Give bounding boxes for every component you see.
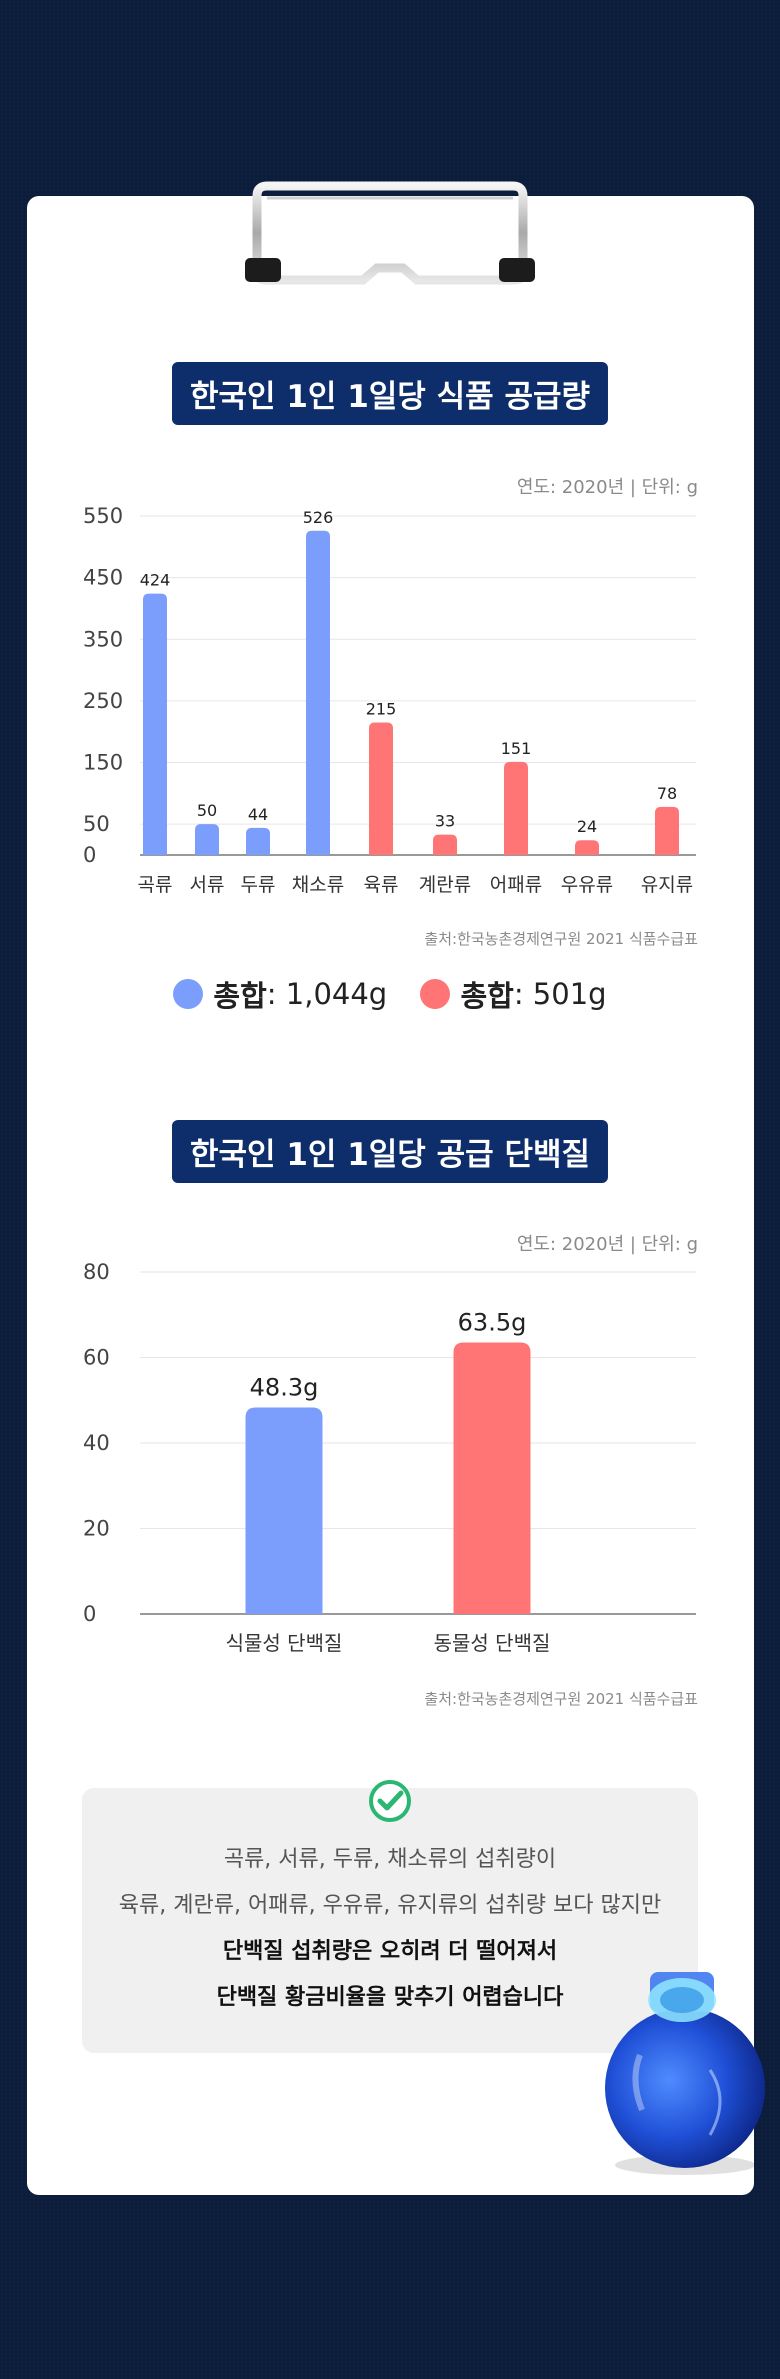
y-tick-label: 80 bbox=[83, 1260, 110, 1284]
bar bbox=[453, 1342, 531, 1614]
bar-value-label: 63.5g bbox=[458, 1309, 527, 1337]
bar-value-label: 48.3g bbox=[250, 1374, 319, 1402]
legend-dot-red bbox=[420, 979, 451, 1009]
legend-value: : 501g bbox=[513, 977, 607, 1011]
bar bbox=[433, 834, 457, 855]
chart2-meta: 연도: 2020년 | 단위: g bbox=[516, 1234, 698, 1255]
x-tick-label: 곡류 bbox=[138, 874, 173, 896]
y-tick-label: 0 bbox=[83, 843, 96, 867]
bar-value-label: 33 bbox=[435, 812, 455, 831]
legend-label: 총합 bbox=[460, 979, 514, 1013]
bar-value-label: 50 bbox=[197, 801, 217, 820]
chart1-plot: 0 50 150 250 350 450 550 424 곡류 50 서류 44 두류 526 채소류 215… bbox=[83, 504, 696, 896]
chart1-legend: 총합 : 1,044g 총합 : 501g bbox=[0, 973, 780, 1016]
bar bbox=[504, 761, 528, 855]
bar bbox=[369, 722, 393, 855]
summary-note: 곡류, 서류, 두류, 채소류의 섭취량이 육류, 계란류, 어패류, 우유류,… bbox=[82, 1780, 698, 2053]
x-tick-label: 어패류 bbox=[490, 874, 542, 896]
note-line-4: 단백질 황금비율을 맞추기 어렵습니다 bbox=[216, 1985, 564, 2010]
bar-value-label: 424 bbox=[140, 571, 171, 590]
bar bbox=[246, 827, 270, 855]
check-circle-icon bbox=[369, 1780, 411, 1822]
x-tick-label: 서류 bbox=[190, 874, 225, 896]
y-tick-label: 50 bbox=[83, 812, 110, 836]
bar-value-label: 24 bbox=[577, 817, 597, 836]
clipboard-clip-icon bbox=[245, 181, 535, 285]
bar-value-label: 215 bbox=[366, 699, 397, 718]
y-tick-label: 250 bbox=[83, 689, 123, 713]
note-line-3: 단백질 섭취량은 오히려 더 떨어져서 bbox=[222, 1939, 558, 1964]
bar-value-label: 44 bbox=[248, 805, 268, 824]
chart1-source: 출처:한국농촌경제연구원 2021 식품수급표 bbox=[424, 930, 698, 948]
x-tick-label: 유지류 bbox=[641, 874, 693, 896]
legend-label: 총합 bbox=[213, 979, 267, 1013]
x-tick-label: 식물성 단백질 bbox=[226, 1631, 343, 1655]
bar bbox=[655, 806, 679, 855]
x-tick-label: 두류 bbox=[241, 874, 276, 896]
y-tick-label: 450 bbox=[83, 566, 123, 590]
bar bbox=[245, 1407, 323, 1614]
x-tick-label: 채소류 bbox=[292, 874, 344, 896]
chart2-plot: 0 20 40 60 80 48.3g 식물성 단백질 63.5g 동물성 단백질 bbox=[83, 1260, 696, 1655]
y-tick-label: 550 bbox=[83, 504, 123, 528]
y-tick-label: 0 bbox=[83, 1602, 96, 1626]
y-tick-label: 60 bbox=[83, 1346, 110, 1370]
x-tick-label: 동물성 단백질 bbox=[434, 1631, 551, 1655]
flask-icon bbox=[605, 1972, 765, 2175]
x-tick-label: 계란류 bbox=[419, 874, 471, 896]
bar-value-label: 151 bbox=[501, 739, 532, 758]
bar-value-label: 78 bbox=[657, 784, 677, 803]
x-tick-label: 우유류 bbox=[561, 874, 613, 896]
y-tick-label: 20 bbox=[83, 1517, 110, 1541]
legend-item-plant: 총합 : 1,044g bbox=[173, 973, 387, 1015]
y-tick-label: 150 bbox=[83, 751, 123, 775]
chart1-title: 한국인 1인 1일당 식품 공급량 bbox=[171, 362, 609, 425]
chart2-title: 한국인 1인 1일당 공급 단백질 bbox=[171, 1120, 609, 1183]
y-tick-label: 350 bbox=[83, 627, 123, 651]
bar bbox=[195, 824, 219, 855]
chart2-source: 출처:한국농촌경제연구원 2021 식품수급표 bbox=[424, 1690, 698, 1708]
bar bbox=[575, 840, 599, 855]
chart1-meta: 연도: 2020년 | 단위: g bbox=[516, 477, 698, 498]
y-tick-label: 40 bbox=[83, 1431, 110, 1455]
bar bbox=[306, 530, 330, 855]
legend-dot-blue bbox=[173, 979, 204, 1009]
note-line-1: 곡류, 서류, 두류, 채소류의 섭취량이 bbox=[223, 1847, 557, 1872]
x-tick-label: 육류 bbox=[364, 874, 399, 896]
legend-value: : 1,044g bbox=[266, 977, 388, 1011]
bar bbox=[143, 593, 167, 855]
legend-item-animal: 총합 : 501g bbox=[420, 973, 607, 1015]
bar-value-label: 526 bbox=[303, 508, 334, 527]
note-line-2: 육류, 계란류, 어패류, 우유류, 유지류의 섭취량 보다 많지만 bbox=[118, 1893, 662, 1918]
